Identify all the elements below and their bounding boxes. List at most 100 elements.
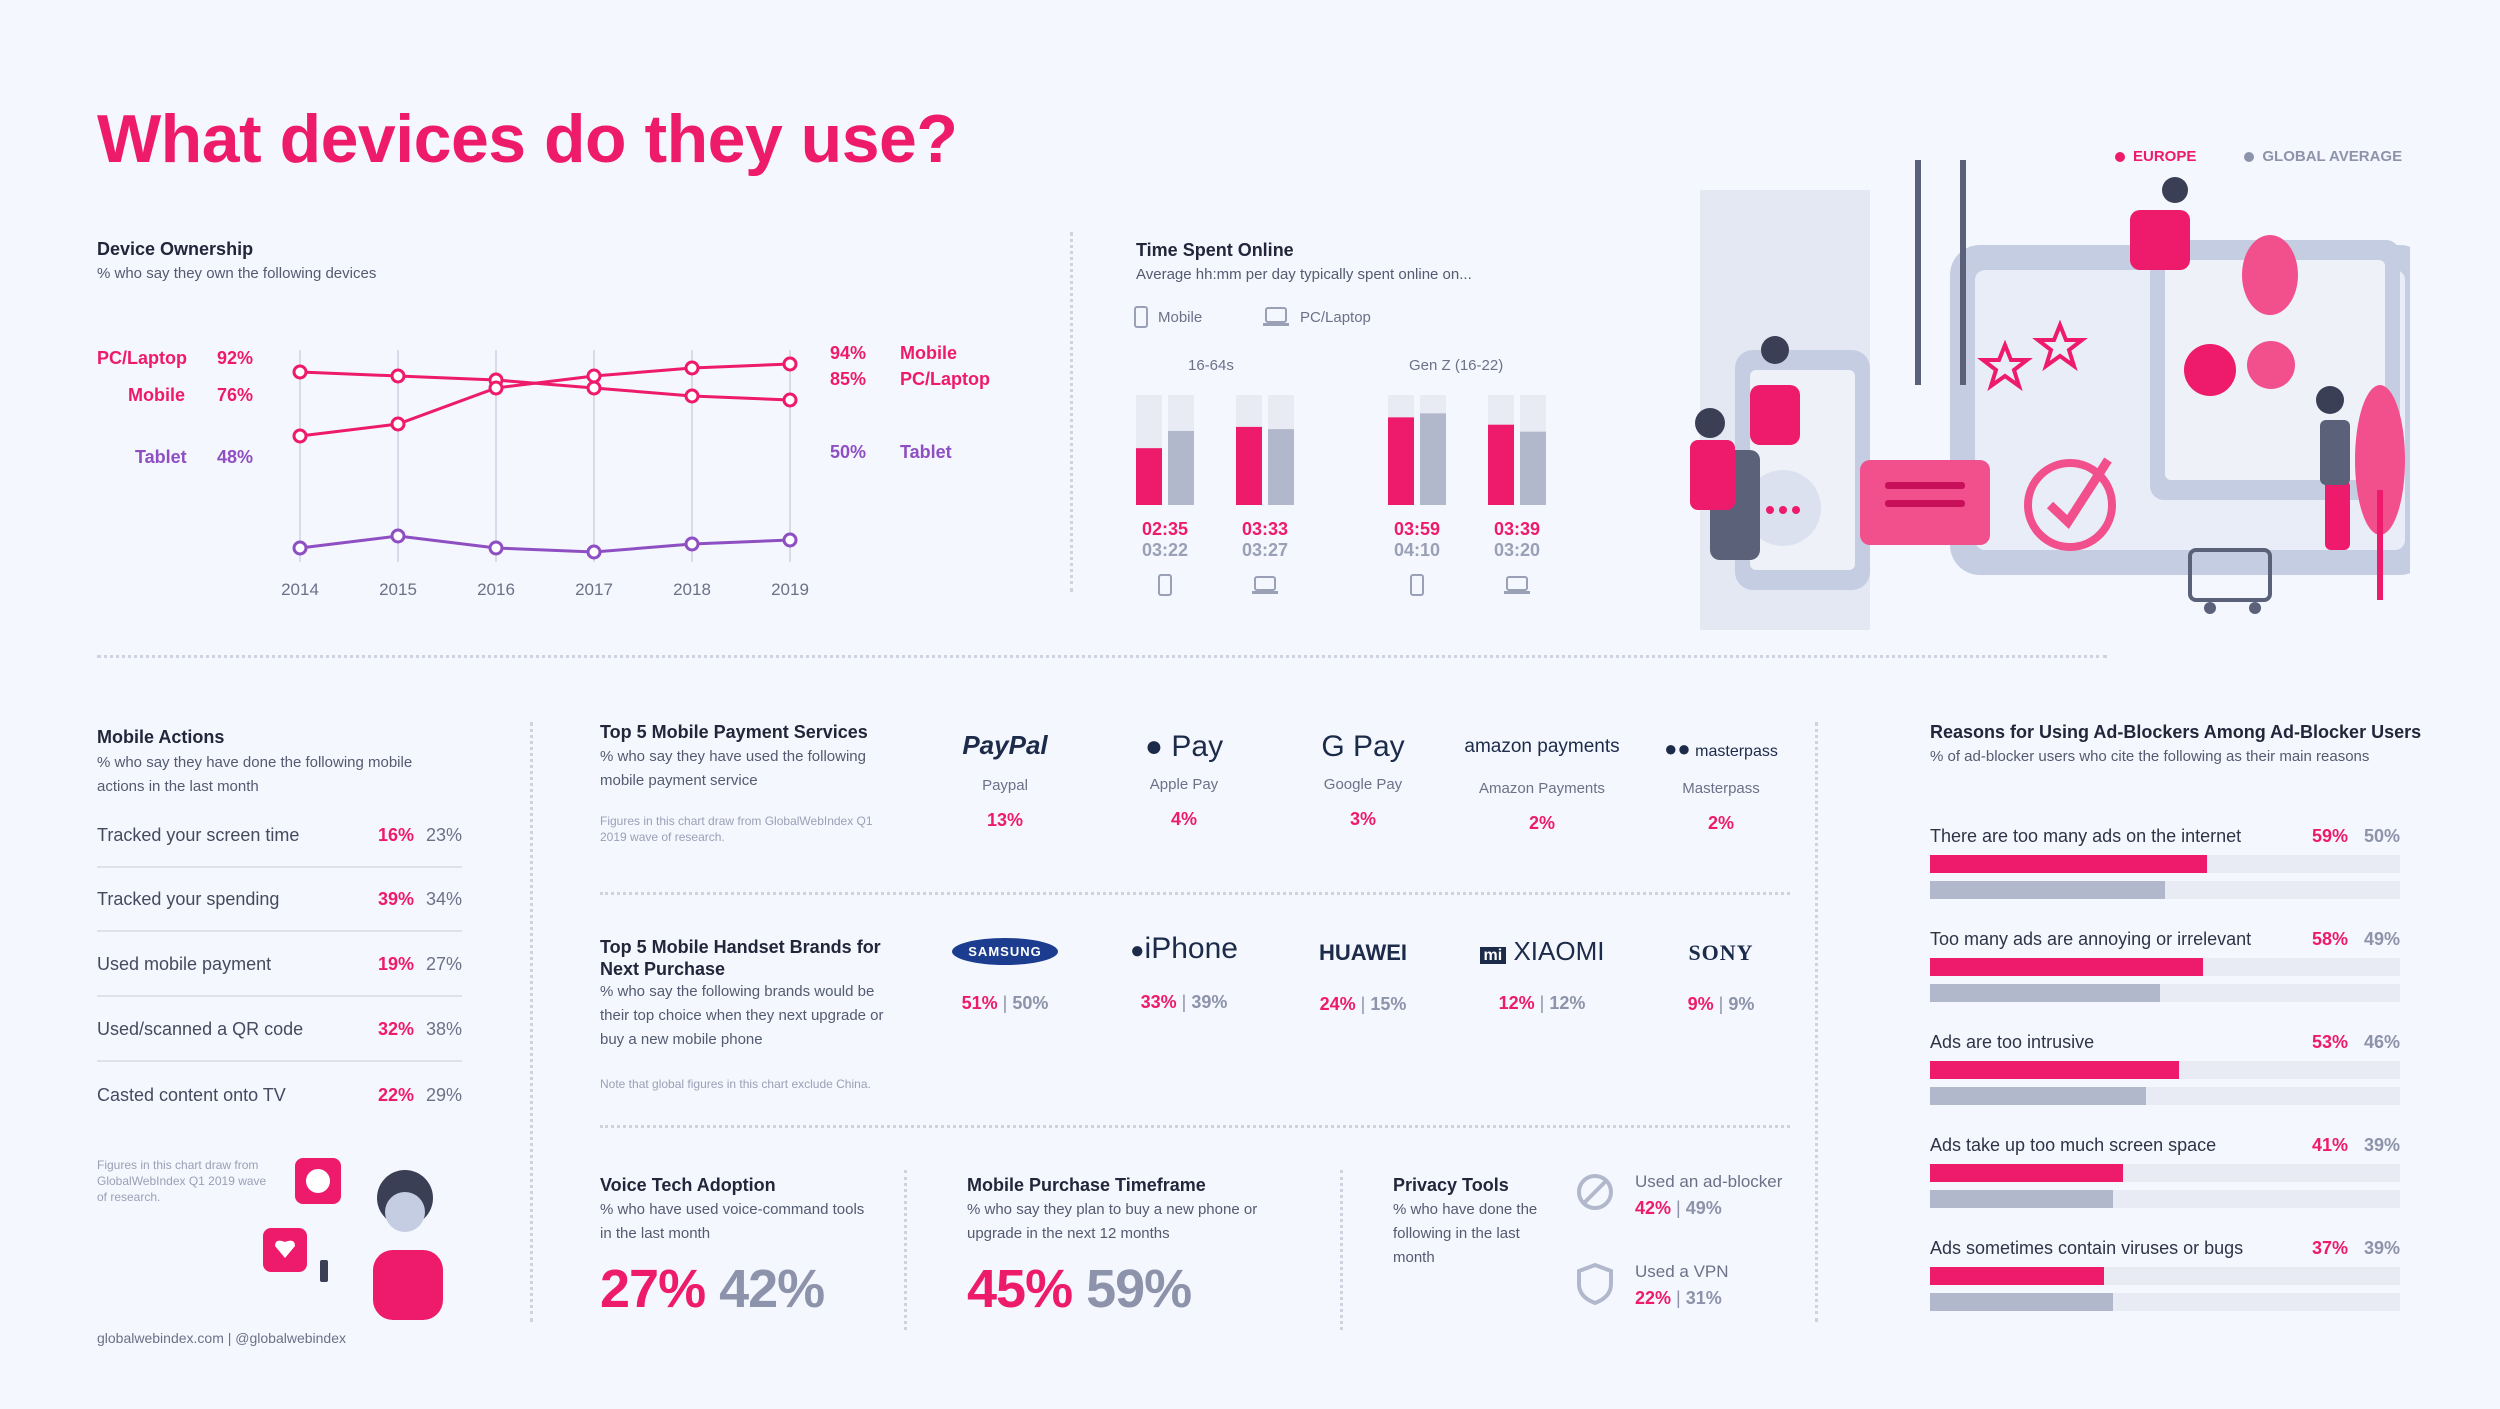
adblock-eu-track	[1930, 1164, 2400, 1182]
adblock-global-bar	[1930, 1190, 2114, 1208]
label-eu-PC/Laptop: 03:39	[1494, 519, 1540, 539]
handset-eu-value: 51%	[961, 993, 998, 1013]
label-eu-PC/Laptop: 03:33	[1242, 519, 1288, 539]
section-divider	[1340, 1170, 1343, 1330]
voice-global-value: 42%	[719, 1259, 825, 1319]
action-label: Tracked your spending	[97, 888, 280, 909]
laptop-icon	[1254, 576, 1276, 591]
adblock-eu-value: 58%	[2311, 929, 2348, 949]
adblock-eu-bar	[1930, 855, 2208, 873]
left-label-tablet: Tablet	[135, 447, 187, 467]
privacy-item-adblocker: Used an ad-blocker 42% | 49%	[1575, 1172, 1782, 1219]
adblock-row: Ads are too intrusive 53% 46%	[1930, 1032, 2400, 1127]
payment-item-paypal: PayPal Paypal 13%	[915, 730, 1095, 831]
time-legend-mobile-label: Mobile	[1158, 308, 1203, 326]
time-online-title: Time Spent Online	[1136, 240, 1294, 260]
time-legend-pc-label: PC/Laptop	[1300, 308, 1371, 326]
group-label-16-64: 16-64s	[1188, 357, 1234, 374]
point-Mobile-2019	[782, 356, 798, 372]
action-eu-value: 39%	[377, 888, 414, 909]
payment-value: 2%	[1707, 813, 1734, 833]
privacy-global-value: 31%	[1685, 1288, 1722, 1308]
point-PC/Laptop-2014	[292, 364, 308, 380]
payment-value: 13%	[986, 810, 1024, 830]
time-online-subtitle: Average hh:mm per day typically spent on…	[1136, 266, 1472, 283]
device-ownership-subtitle: % who say they own the following devices	[97, 265, 377, 282]
handset-values: 51% | 50%	[961, 993, 1049, 1013]
payment-item-amazon: amazon payments Amazon Payments 2%	[1452, 730, 1632, 834]
purchase-global-value: 59%	[1086, 1259, 1192, 1319]
point-Mobile-2018	[684, 360, 700, 376]
adblock-global-track	[1930, 1293, 2400, 1311]
adblock-reason-label: Too many ads are annoying or irrelevant	[1930, 929, 2252, 949]
adblock-reason-label: Ads sometimes contain viruses or bugs	[1930, 1238, 2244, 1258]
paypal-logo: PayPal	[962, 730, 1048, 760]
laptop-icon	[1506, 576, 1528, 591]
right-value-mobile: 94%	[830, 343, 867, 363]
legend-global-label: GLOBAL AVERAGE	[2262, 148, 2403, 165]
payment-name: Masterpass	[1682, 780, 1760, 797]
apple-icon: ●	[1144, 730, 1164, 763]
samsung-logo: SAMSUNG	[952, 938, 1058, 965]
payment-value: 2%	[1528, 813, 1555, 833]
footer: globalwebindex.com | @globalwebindex	[97, 1330, 346, 1346]
legend-europe-label: EUROPE	[2133, 148, 2197, 165]
label-eu-Mobile: 02:35	[1142, 519, 1188, 539]
x-tick-2014: 2014	[281, 580, 319, 599]
privacy-label: Used a VPN	[1635, 1262, 1729, 1281]
bar-global-PC/Laptop	[1520, 431, 1546, 505]
applepay-logo-text: Pay	[1171, 730, 1224, 763]
adblock-eu-bar	[1930, 1267, 2104, 1285]
bar-eu-PC/Laptop	[1236, 426, 1262, 505]
action-row-screen-time: Tracked your screen time 16% 23%	[97, 804, 462, 868]
action-label: Casted content onto TV	[97, 1084, 286, 1105]
action-eu-value: 22%	[377, 1084, 414, 1105]
voice-title: Voice Tech Adoption	[600, 1175, 776, 1195]
masterpass-logo-text: masterpass	[1695, 743, 1778, 760]
adblock-global-track	[1930, 881, 2400, 899]
adblock-row-header: Ads take up too much screen space 41% 39%	[1930, 1135, 2400, 1156]
devices-illustration	[1690, 160, 2410, 630]
bar-eu-Mobile	[1388, 417, 1414, 505]
series-line-PC/Laptop	[299, 370, 791, 402]
point-Tablet-2019	[782, 532, 798, 548]
bar-global-PC/Laptop	[1268, 429, 1294, 505]
adblock-row: Ads take up too much screen space 41% 39%	[1930, 1135, 2400, 1230]
iphone-logo-text: iPhone	[1144, 932, 1238, 965]
adblock-eu-track	[1930, 958, 2400, 976]
adblock-global-track	[1930, 984, 2400, 1002]
handsets-title: Top 5 Mobile Handset Brands for Next Pur…	[600, 937, 881, 979]
handset-values: 12% | 12%	[1498, 993, 1586, 1013]
left-value-mobile: 76%	[217, 385, 254, 405]
voice-eu-value: 27%	[600, 1259, 706, 1319]
handset-item-huawei: HUAWEI 24% | 15%	[1273, 940, 1453, 1015]
handset-eu-value: 33%	[1140, 992, 1177, 1012]
adblock-eu-value: 41%	[2311, 1135, 2348, 1155]
adblock-reason-label: There are too many ads on the internet	[1930, 826, 2242, 846]
time-legend-pc: PC/Laptop	[1262, 306, 1371, 328]
x-tick-2018: 2018	[673, 580, 711, 599]
payment-name: Amazon Payments	[1479, 780, 1605, 797]
left-value-pc: 92%	[217, 348, 254, 368]
section-divider	[530, 722, 533, 1322]
block-icon	[1577, 1174, 1613, 1210]
adblock-eu-value: 59%	[2311, 826, 2348, 846]
action-label: Used mobile payment	[97, 953, 272, 974]
phone-icon	[1158, 574, 1172, 596]
payment-value: 3%	[1349, 809, 1376, 829]
adblock-global-track	[1930, 1087, 2400, 1105]
handset-eu-value: 9%	[1687, 994, 1714, 1014]
iphone-logo: ●iPhone	[1094, 932, 1274, 966]
payment-item-masterpass: ●● masterpass Masterpass 2%	[1631, 730, 1811, 834]
series-line-Tablet	[299, 534, 791, 554]
x-tick-2017: 2017	[575, 580, 613, 599]
right-value-tablet: 50%	[830, 442, 867, 462]
device-ownership-line-chart: 2014 2015 2016 2017 2018 2019	[281, 350, 809, 599]
adblock-global-bar	[1930, 984, 2161, 1002]
point-Tablet-2017	[586, 544, 602, 560]
adblock-row-header: There are too many ads on the internet 59…	[1930, 826, 2400, 847]
xiaomi-logo: mi XIAOMI	[1452, 936, 1632, 967]
action-eu-value: 32%	[377, 1018, 414, 1039]
handset-global-value: 12%	[1549, 993, 1586, 1013]
legend-europe-dot	[2115, 151, 2125, 162]
